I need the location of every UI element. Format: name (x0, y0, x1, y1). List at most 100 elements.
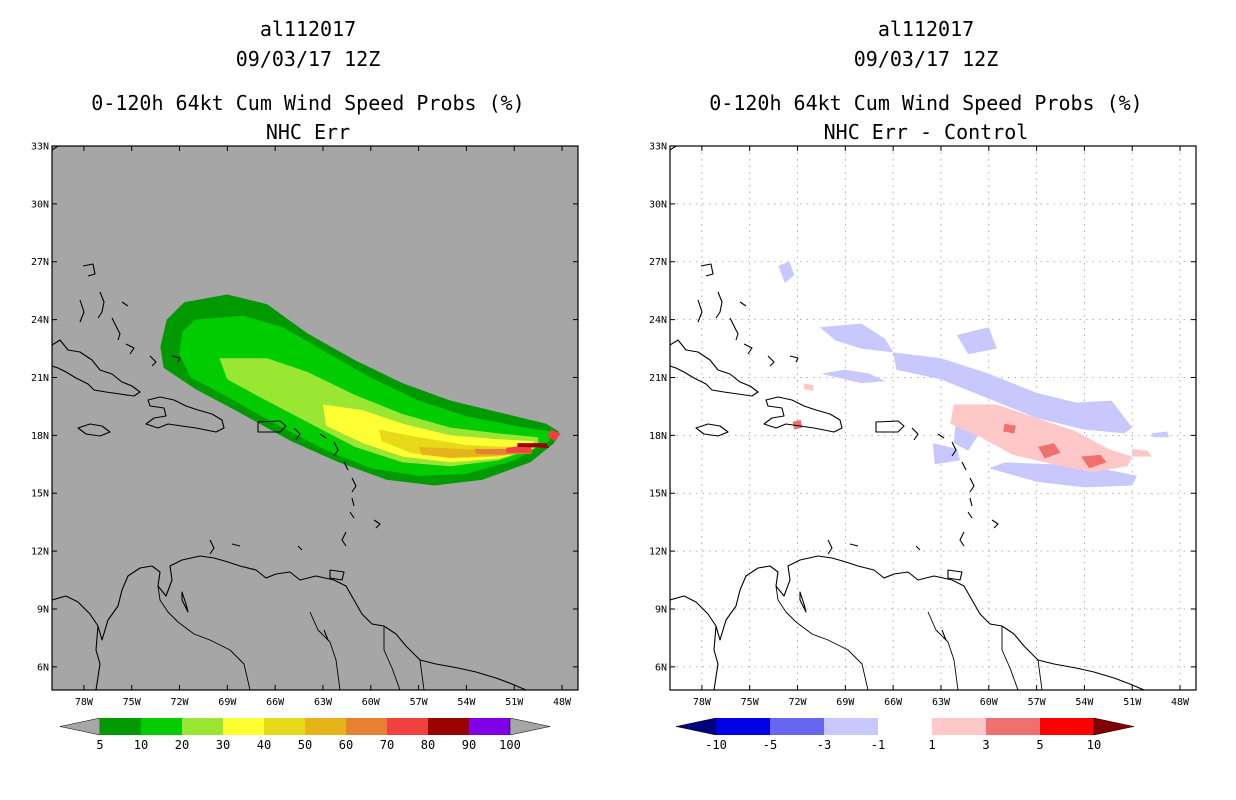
left-panel: al112017 09/03/17 12Z 0-120h 64kt Cum Wi… (31, 17, 579, 752)
colorbar-segment (305, 718, 346, 735)
x-tick-label: 57W (1028, 697, 1047, 708)
x-tick-label: 75W (123, 697, 142, 708)
x-tick-label: 54W (457, 697, 476, 708)
colorbar-label: 60 (339, 738, 353, 752)
colorbar-label: 50 (298, 738, 312, 752)
colorbar-label: -10 (705, 738, 727, 752)
colorbar-segment (264, 718, 305, 735)
colorbar-label: 70 (380, 738, 394, 752)
y-tick-label: 27N (649, 257, 667, 268)
colorbar-label: -3 (817, 738, 831, 752)
contour-level-80 (517, 443, 550, 448)
colorbar-segment (100, 718, 141, 735)
y-tick-label: 15N (31, 489, 49, 500)
colorbar-segment (770, 718, 824, 735)
x-tick-label: 51W (505, 697, 524, 708)
y-tick-label: 24N (649, 315, 667, 326)
x-tick-label: 63W (932, 697, 951, 708)
right-storm-id: al112017 (878, 17, 974, 41)
colorbar-label: 30 (216, 738, 230, 752)
colorbar-segment (986, 718, 1040, 735)
left-subtitle: NHC Err (266, 120, 350, 144)
colorbar-segment (346, 718, 387, 735)
x-tick-label: 51W (1123, 697, 1142, 708)
contour-level-90 (547, 429, 561, 442)
colorbar-under-arrow (675, 717, 717, 736)
y-tick-label: 12N (649, 547, 667, 558)
x-tick-label: 72W (788, 697, 807, 708)
y-tick-label: 18N (31, 431, 49, 442)
x-tick-label: 63W (314, 697, 333, 708)
x-tick-label: 72W (170, 697, 189, 708)
contour-level-neg3 (956, 327, 997, 355)
colorbar-segment (182, 718, 223, 735)
right-title: 0-120h 64kt Cum Wind Speed Probs (%) (709, 91, 1142, 115)
y-tick-label: 18N (649, 431, 667, 442)
colorbar-label: 5 (96, 738, 103, 752)
y-tick-label: 15N (649, 489, 667, 500)
colorbar-over-arrow (1093, 717, 1135, 736)
colorbar-label: 100 (499, 738, 521, 752)
right-datetime: 09/03/17 12Z (854, 47, 999, 71)
contour-level-neg3 (819, 323, 894, 353)
colorbar-over-arrow (509, 717, 551, 736)
x-tick-label: 48W (553, 697, 572, 708)
y-tick-label: 6N (37, 662, 49, 673)
y-tick-label: 30N (649, 199, 667, 210)
left-title: 0-120h 64kt Cum Wind Speed Probs (%) (91, 91, 524, 115)
colorbar-segment (1040, 718, 1094, 735)
colorbar-label: 80 (421, 738, 435, 752)
y-tick-label: 21N (31, 373, 49, 384)
right-plot-frame (669, 145, 1197, 691)
contour-level-1 (1132, 448, 1152, 457)
x-tick-label: 66W (884, 697, 903, 708)
x-tick-label: 57W (410, 697, 429, 708)
contour-level-neg3 (821, 369, 886, 384)
colorbar-segment (141, 718, 182, 735)
x-tick-label: 75W (741, 697, 760, 708)
colorbar-segment (469, 718, 510, 735)
contour-level-3 (792, 419, 803, 430)
contour-level-neg3 (1151, 431, 1169, 438)
colorbar-label: 3 (982, 738, 989, 752)
x-tick-label: 48W (1171, 697, 1190, 708)
colorbar-segment (932, 718, 986, 735)
x-tick-label: 66W (266, 697, 285, 708)
colorbar-label: 10 (1087, 738, 1101, 752)
colorbar-segment (223, 718, 264, 735)
y-tick-label: 24N (31, 315, 49, 326)
colorbar-label: 10 (134, 738, 148, 752)
colorbar-segment (387, 718, 428, 735)
x-tick-label: 78W (75, 697, 94, 708)
colorbar-segment (824, 718, 878, 735)
left-plot-frame (51, 145, 579, 691)
contour-level-50 (418, 446, 531, 458)
y-tick-label: 12N (31, 547, 49, 558)
contour-level-1 (950, 404, 1133, 472)
left-datetime: 09/03/17 12Z (236, 47, 381, 71)
contour-level-3 (1038, 443, 1061, 459)
colorbar-under-arrow (59, 717, 101, 736)
x-tick-label: 69W (836, 697, 855, 708)
y-tick-label: 21N (649, 373, 667, 384)
y-tick-label: 33N (31, 142, 49, 153)
contour-level-neg3 (778, 261, 795, 283)
colorbar-label: 20 (175, 738, 189, 752)
x-tick-label: 60W (980, 697, 999, 708)
colorbar-label: -1 (871, 738, 885, 752)
x-tick-label: 54W (1075, 697, 1094, 708)
contour-level-neg3 (933, 443, 961, 465)
contour-level-3 (1081, 454, 1107, 469)
y-tick-label: 33N (649, 142, 667, 153)
colorbar-segment (878, 718, 932, 735)
colorbar-segment (716, 718, 770, 735)
contour-level-3 (1003, 423, 1016, 434)
y-tick-label: 9N (37, 604, 49, 615)
right-subtitle: NHC Err - Control (824, 120, 1029, 144)
colorbar-label: 40 (257, 738, 271, 752)
y-tick-label: 27N (31, 257, 49, 268)
left-storm-id: al112017 (260, 17, 356, 41)
x-tick-label: 78W (693, 697, 712, 708)
y-tick-label: 30N (31, 199, 49, 210)
